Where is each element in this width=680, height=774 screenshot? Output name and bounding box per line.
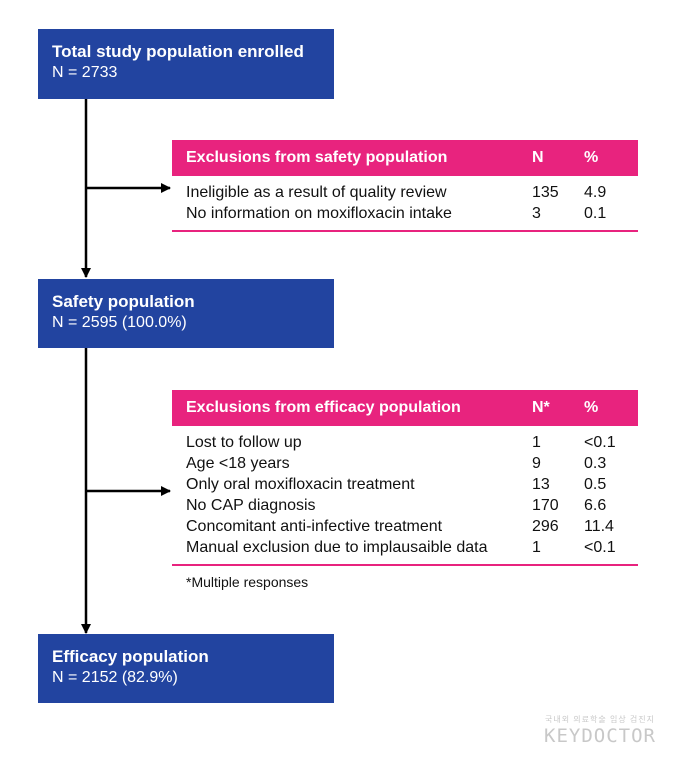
row-n: 9 [532, 455, 541, 472]
row-pct: <0.1 [584, 434, 616, 451]
efficacy-exclusions-table: Exclusions from efficacy population N* %… [172, 390, 638, 590]
row-pct: <0.1 [584, 539, 616, 556]
table-row: Ineligible as a result of quality review… [186, 182, 624, 203]
row-n: 13 [532, 476, 550, 493]
header-n: N [532, 149, 544, 166]
efficacy-population-n: N = 2152 (82.9%) [52, 669, 178, 686]
table-row: No CAP diagnosis 170 6.6 [186, 495, 624, 516]
footnote: *Multiple responses [186, 574, 309, 590]
total-population-title: Total study population enrolled [52, 42, 304, 61]
header-label: Exclusions from safety population [186, 149, 448, 166]
row-label: No information on moxifloxacin intake [186, 205, 452, 222]
table-row: Lost to follow up 1 <0.1 [186, 432, 624, 453]
efficacy-exclusions-header: Exclusions from efficacy population N* % [172, 390, 638, 426]
safety-exclusions-rows: Ineligible as a result of quality review… [172, 176, 638, 232]
efficacy-exclusions-rows: Lost to follow up 1 <0.1 Age <18 years 9… [172, 426, 638, 566]
table-row: Manual exclusion due to implausaible dat… [186, 537, 624, 558]
safety-exclusions-header: Exclusions from safety population N % [172, 140, 638, 176]
safety-exclusions-table: Exclusions from safety population N % In… [172, 140, 638, 232]
row-pct: 11.4 [584, 518, 614, 535]
header-pct: % [584, 149, 599, 166]
row-pct: 0.3 [584, 455, 607, 472]
row-label: Only oral moxifloxacin treatment [186, 476, 415, 493]
watermark: 국내외 의료학술 임상 검진지 KEYDOCTOR [535, 714, 665, 747]
row-pct: 0.5 [584, 476, 607, 493]
row-n: 1 [532, 539, 541, 556]
safety-population-title: Safety population [52, 292, 195, 311]
row-n: 3 [532, 205, 541, 222]
header-pct: % [584, 399, 599, 416]
watermark-logo: KEYDOCTOR [544, 725, 656, 747]
row-n: 1 [532, 434, 541, 451]
table-row: No information on moxifloxacin intake 3 … [186, 203, 624, 224]
safety-population-box: Safety population N = 2595 (100.0%) [38, 279, 334, 348]
efficacy-population-box: Efficacy population N = 2152 (82.9%) [38, 634, 334, 703]
watermark-tagline: 국내외 의료학술 임상 검진지 [545, 715, 655, 724]
row-label: Ineligible as a result of quality review [186, 184, 447, 201]
row-label: No CAP diagnosis [186, 497, 316, 514]
row-n: 135 [532, 184, 559, 201]
table-row: Concomitant anti-infective treatment 296… [186, 516, 624, 537]
row-n: 170 [532, 497, 559, 514]
table-row: Age <18 years 9 0.3 [186, 453, 624, 474]
row-pct: 6.6 [584, 497, 607, 514]
row-label: Lost to follow up [186, 434, 302, 451]
row-pct: 0.1 [584, 205, 607, 222]
total-population-n: N = 2733 [52, 64, 118, 81]
header-label: Exclusions from efficacy population [186, 399, 461, 416]
row-label: Manual exclusion due to implausaible dat… [186, 539, 488, 556]
efficacy-population-title: Efficacy population [52, 647, 209, 666]
safety-population-n: N = 2595 (100.0%) [52, 314, 187, 331]
header-n: N* [532, 399, 550, 416]
table-row: Only oral moxifloxacin treatment 13 0.5 [186, 474, 624, 495]
row-n: 296 [532, 518, 559, 535]
total-population-box: Total study population enrolled N = 2733 [38, 29, 334, 99]
row-label: Age <18 years [186, 455, 290, 472]
row-label: Concomitant anti-infective treatment [186, 518, 443, 535]
row-pct: 4.9 [584, 184, 607, 201]
